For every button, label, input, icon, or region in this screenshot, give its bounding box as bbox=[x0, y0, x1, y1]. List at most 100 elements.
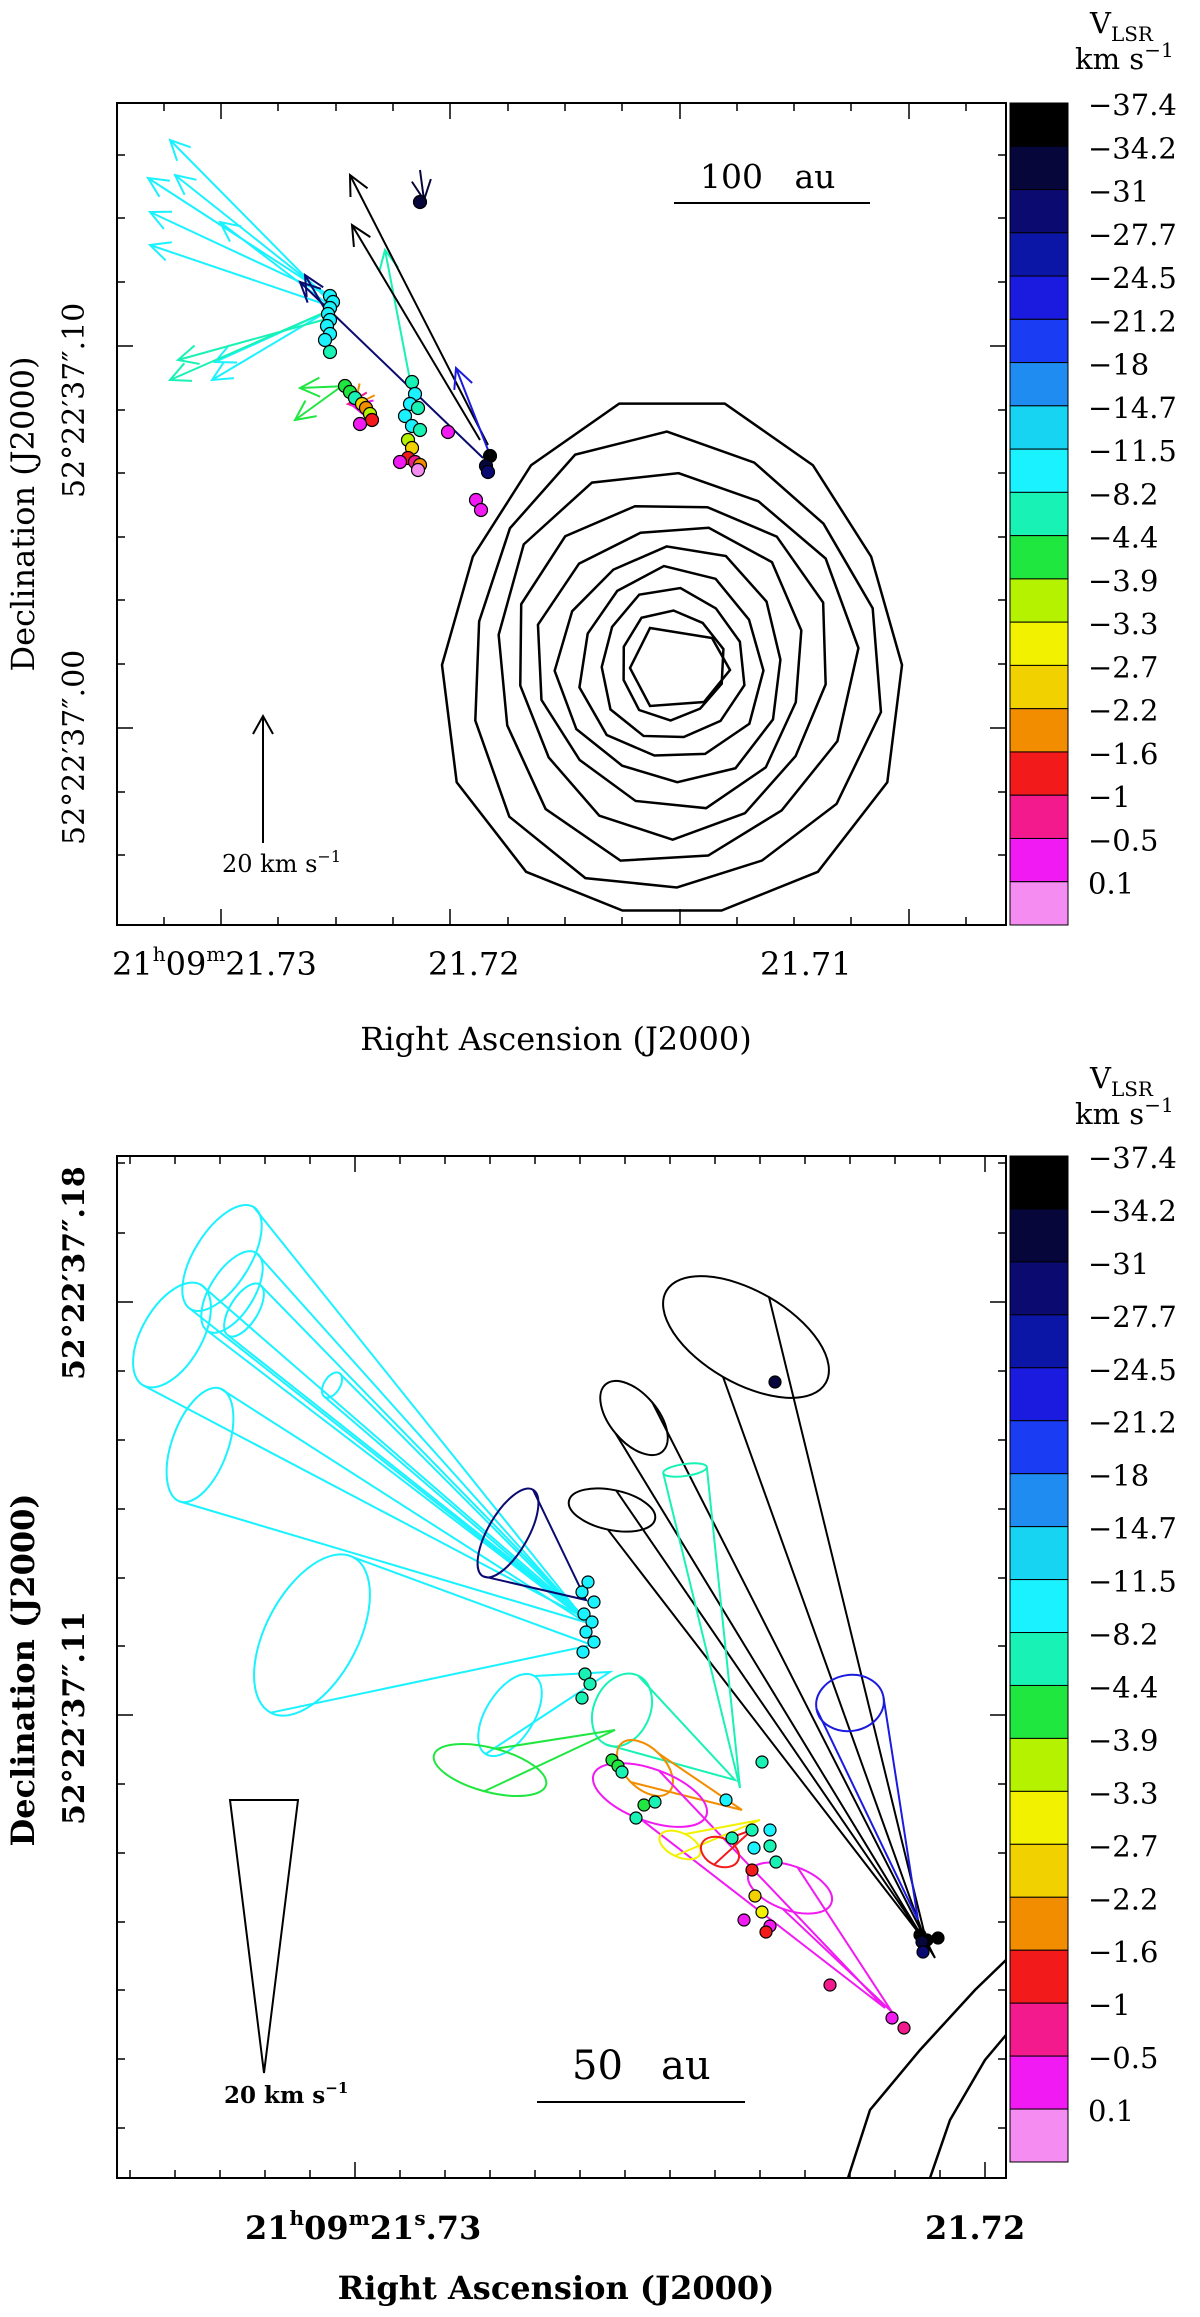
scale-bar-label: 50 au bbox=[572, 2043, 711, 2089]
maser-point bbox=[763, 1839, 777, 1853]
colorbar-swatch bbox=[1009, 1579, 1069, 1634]
maser-point bbox=[352, 416, 368, 432]
colorbar-swatch bbox=[1009, 1684, 1069, 1739]
maser-point bbox=[763, 1823, 777, 1837]
maser-point bbox=[719, 1793, 733, 1807]
continuum-contour-edge bbox=[846, 1959, 1007, 2179]
maser-point bbox=[615, 1765, 629, 1779]
maser-point bbox=[725, 1831, 739, 1845]
colorbar-level-label: −34.2 bbox=[1088, 1194, 1177, 1228]
colorbar-swatch bbox=[1009, 751, 1069, 796]
bottom-plot-frame bbox=[116, 1155, 1007, 2179]
velocity-cone-base bbox=[662, 1275, 830, 1399]
top-x-axis-label: Right Ascension (J2000) bbox=[360, 1020, 751, 1058]
top-panel: 100 au 20 km s−1 21h09m21.73 21.72 21.71… bbox=[4, 6, 1177, 1058]
colorbar-level-label: −3.3 bbox=[1088, 1776, 1158, 1810]
bottom-colorbar: −37.4 −34.2 −31 −27.7 −24.5 −21.2 −18 −14.7 −11.… bbox=[1009, 1061, 1177, 2163]
colorbar-swatch bbox=[1009, 232, 1069, 277]
arrowhead bbox=[303, 273, 324, 298]
contour-ring bbox=[578, 564, 765, 757]
maser-point bbox=[885, 2011, 899, 2025]
arrowhead bbox=[350, 223, 371, 248]
arrowhead bbox=[146, 176, 170, 198]
maser-point bbox=[577, 1607, 591, 1621]
velocity-cone-base bbox=[662, 1462, 708, 1478]
maser-point bbox=[579, 1625, 593, 1639]
proper-motion-arrow bbox=[174, 174, 331, 299]
velocity-cone-side bbox=[662, 1466, 741, 1789]
arrowhead bbox=[175, 344, 200, 365]
colorbar-swatch bbox=[1009, 405, 1069, 450]
colorbar-unit: km s−1 bbox=[1075, 1093, 1174, 1131]
contour-ring bbox=[497, 471, 860, 862]
velocity-cone-side bbox=[815, 1696, 919, 1921]
maser-point bbox=[404, 374, 420, 390]
colorbar-swatch bbox=[1009, 318, 1069, 364]
proper-motion-arrow bbox=[211, 307, 334, 381]
maser-point bbox=[755, 1755, 769, 1769]
arrowhead bbox=[167, 362, 193, 382]
arrowhead bbox=[147, 210, 173, 230]
colorbar-swatch bbox=[1009, 1420, 1069, 1475]
colorbar-level-label: −31 bbox=[1088, 1247, 1149, 1281]
colorbar-swatch bbox=[1009, 491, 1069, 537]
colorbar-level-label: −1 bbox=[1088, 780, 1131, 814]
arrowhead bbox=[173, 173, 197, 196]
maser-point bbox=[412, 194, 428, 210]
colorbar-level-label: −18 bbox=[1088, 348, 1149, 382]
velocity-cone-side bbox=[605, 1674, 739, 1782]
maser-point bbox=[410, 462, 426, 478]
colorbar-swatch bbox=[1009, 535, 1069, 580]
contour-ring bbox=[553, 545, 782, 784]
maser-point bbox=[897, 2021, 911, 2035]
colorbar-level-label: −4.4 bbox=[1088, 521, 1158, 555]
bottom-panel: 50 au 20 km s−1 21h09m21s.73 21.72 52°22… bbox=[4, 1061, 1177, 2307]
colorbar-swatch bbox=[1009, 1843, 1069, 1898]
contour-ring bbox=[440, 402, 904, 912]
velocity-cone-side bbox=[781, 1866, 893, 2013]
proper-motion-arrow bbox=[169, 139, 331, 303]
colorbar-swatch bbox=[1009, 1896, 1069, 1951]
colorbar-swatch bbox=[1009, 2055, 1069, 2110]
colorbar-swatch bbox=[1009, 1208, 1069, 1263]
colorbar-swatch bbox=[1009, 621, 1069, 666]
velocity-ref-label: 20 km s−1 bbox=[222, 847, 341, 878]
velocity-cone-side bbox=[607, 1489, 929, 1946]
velocity-cone-side bbox=[270, 1556, 596, 1714]
colorbar-swatch bbox=[1009, 881, 1069, 926]
colorbar-swatch bbox=[1009, 448, 1069, 493]
proper-motion-arrow bbox=[169, 309, 331, 381]
arrowhead bbox=[348, 172, 369, 198]
colorbar-swatch bbox=[1009, 1632, 1069, 1686]
colorbar-swatch bbox=[1009, 1314, 1069, 1369]
maser-point bbox=[412, 422, 428, 438]
maser-point bbox=[581, 1575, 595, 1589]
contour-ring bbox=[519, 504, 827, 841]
maser-point bbox=[648, 1795, 662, 1809]
bottom-x-tick-label: 21h09m21s.73 bbox=[245, 2206, 481, 2247]
colorbar-swatch bbox=[1009, 362, 1069, 407]
proper-motion-arrow bbox=[419, 169, 425, 201]
colorbar-swatch bbox=[1009, 2002, 1069, 2057]
maser-point bbox=[575, 1585, 589, 1599]
colorbar-title: VLSR bbox=[1089, 6, 1154, 46]
colorbar-level-label: −2.7 bbox=[1088, 1829, 1158, 1863]
velocity-ref-cone bbox=[228, 1799, 300, 2074]
maser-point bbox=[587, 1635, 601, 1649]
maser-point bbox=[637, 1798, 651, 1812]
colorbar-level-label: −0.5 bbox=[1088, 823, 1158, 857]
continuum-contour-edge bbox=[928, 2034, 1007, 2179]
maser-point bbox=[769, 1855, 783, 1869]
colorbar-level-label: −0.5 bbox=[1088, 2041, 1158, 2075]
colorbar-level-label: −27.7 bbox=[1088, 1300, 1177, 1334]
colorbar-unit: km s−1 bbox=[1075, 38, 1174, 76]
arrowhead bbox=[147, 241, 172, 262]
proper-motion-arrow bbox=[149, 244, 331, 307]
arrowhead bbox=[453, 365, 473, 391]
top-colorbar: −37.4 −34.2 −31 −27.7 −24.5 −21.2 −18 −14.7 −11.… bbox=[1009, 6, 1177, 926]
colorbar-swatch bbox=[1009, 1526, 1069, 1581]
arrowhead bbox=[218, 220, 242, 243]
velocity-cone-side bbox=[614, 1402, 936, 1959]
colorbar-swatch bbox=[1009, 145, 1069, 191]
colorbar-swatch bbox=[1009, 837, 1069, 883]
